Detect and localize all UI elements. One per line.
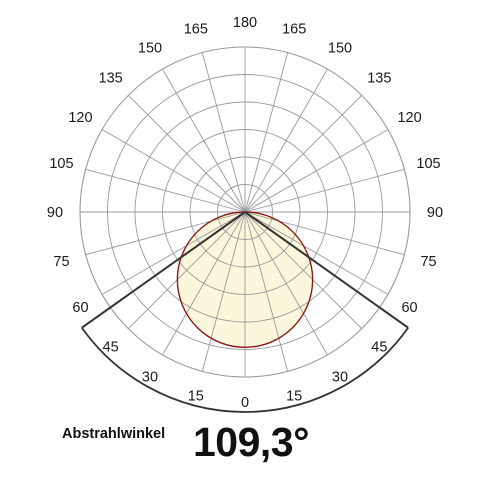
angle-tick-label: 75 xyxy=(420,254,436,270)
grid-spoke xyxy=(244,129,389,213)
angle-tick-label: 150 xyxy=(138,40,162,56)
grid-spoke xyxy=(244,52,289,213)
grid-spoke xyxy=(244,211,328,356)
angle-tick-label: 75 xyxy=(53,254,69,270)
angle-tick-label: 90 xyxy=(47,205,63,221)
angle-tick-label: 105 xyxy=(49,156,73,172)
beam-line-left xyxy=(81,211,246,329)
grid-spoke xyxy=(101,211,246,295)
angle-tick-label: 60 xyxy=(72,300,88,316)
grid-spoke xyxy=(201,52,246,213)
grid-spoke xyxy=(85,168,246,213)
grid-spoke xyxy=(101,129,246,213)
angle-tick-label: 180 xyxy=(233,15,257,31)
angle-tick-label: 90 xyxy=(427,205,443,221)
beam-line-right xyxy=(244,211,409,329)
angle-tick-label: 165 xyxy=(282,21,306,37)
grid-spoke xyxy=(162,211,246,356)
angle-tick-label: 105 xyxy=(416,156,440,172)
angle-tick-label: 165 xyxy=(184,21,208,37)
grid-spoke xyxy=(244,211,389,295)
angle-tick-label: 15 xyxy=(188,389,204,405)
grid-spoke xyxy=(244,211,362,329)
angle-tick-label: 135 xyxy=(367,71,391,87)
angle-tick-label: 60 xyxy=(401,300,417,316)
grid-spoke xyxy=(244,168,405,213)
angle-tick-label: 30 xyxy=(332,370,348,386)
grid-spoke xyxy=(85,211,246,256)
grid-spoke xyxy=(128,95,246,213)
grid-spoke xyxy=(244,211,289,372)
angle-tick-label: 45 xyxy=(103,339,119,355)
angle-tick-label: 30 xyxy=(142,370,158,386)
angle-tick-label: 45 xyxy=(371,339,387,355)
angle-tick-label: 15 xyxy=(286,389,302,405)
angle-tick-label: 135 xyxy=(99,71,123,87)
beam-arc xyxy=(81,327,409,413)
grid-spoke xyxy=(201,211,246,372)
angle-tick-label: 120 xyxy=(397,110,421,126)
beam-angle-value: 109,3° xyxy=(193,419,310,465)
angle-tick-label: 0 xyxy=(241,395,249,411)
grid-spoke xyxy=(162,68,246,213)
grid-spoke xyxy=(244,68,328,213)
beam-angle-label: Abstrahlwinkel xyxy=(62,426,166,442)
angle-tick-label: 150 xyxy=(328,40,352,56)
grid-spoke xyxy=(244,211,405,256)
grid-spoke xyxy=(244,95,362,213)
angle-tick-label: 120 xyxy=(68,110,92,126)
grid-spoke xyxy=(128,211,246,329)
